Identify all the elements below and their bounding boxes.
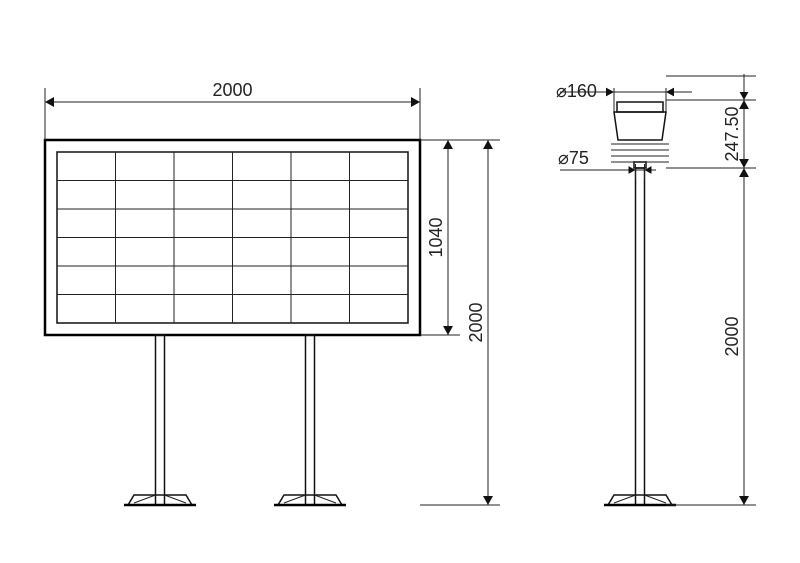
leg-base <box>128 495 192 505</box>
pole-base <box>604 495 676 505</box>
side-view: ⌀160 ⌀75 247.50 2000 <box>556 74 756 505</box>
arrowhead <box>411 97 420 107</box>
arrowhead <box>666 88 674 97</box>
dim-pole-2000-label: 2000 <box>722 316 742 356</box>
dim-width-2000-label: 2000 <box>212 80 252 100</box>
dim-phi160-label: ⌀160 <box>556 81 597 101</box>
dim-phi160: ⌀160 <box>556 81 692 112</box>
dim-pole-2000: 2000 <box>666 168 756 505</box>
arrowhead <box>483 140 493 149</box>
arrowhead <box>606 88 614 97</box>
arrowhead <box>45 97 54 107</box>
arrowhead <box>443 326 453 335</box>
pole <box>636 168 645 505</box>
dim-total-2000: 2000 <box>420 140 500 505</box>
arrowhead <box>443 140 453 149</box>
arrowhead <box>739 168 749 177</box>
engineering-drawing: 2000 1040 2000 ⌀160 ⌀75 247.50 2000 <box>0 0 800 563</box>
lamp-head <box>611 102 669 168</box>
dim-panel-1040-label: 1040 <box>426 217 446 257</box>
dim-247-50: 247.50 <box>666 100 756 168</box>
dim-phi75-label: ⌀75 <box>558 148 589 168</box>
dim-phi75: ⌀75 <box>558 148 656 180</box>
dim-top-tick <box>666 74 756 100</box>
front-leg-1 <box>274 335 346 505</box>
leg-base <box>278 495 342 505</box>
arrowhead <box>483 496 493 505</box>
dim-247-50-label: 247.50 <box>722 106 742 161</box>
dim-panel-1040: 1040 <box>420 140 460 335</box>
arrowhead <box>739 496 749 505</box>
arrowhead <box>740 92 749 100</box>
dim-width-2000: 2000 <box>45 80 420 140</box>
front-leg-0 <box>124 335 196 505</box>
front-view: 2000 1040 2000 <box>45 80 500 505</box>
dim-total-2000-label: 2000 <box>466 302 486 342</box>
panel-grid <box>57 152 408 323</box>
